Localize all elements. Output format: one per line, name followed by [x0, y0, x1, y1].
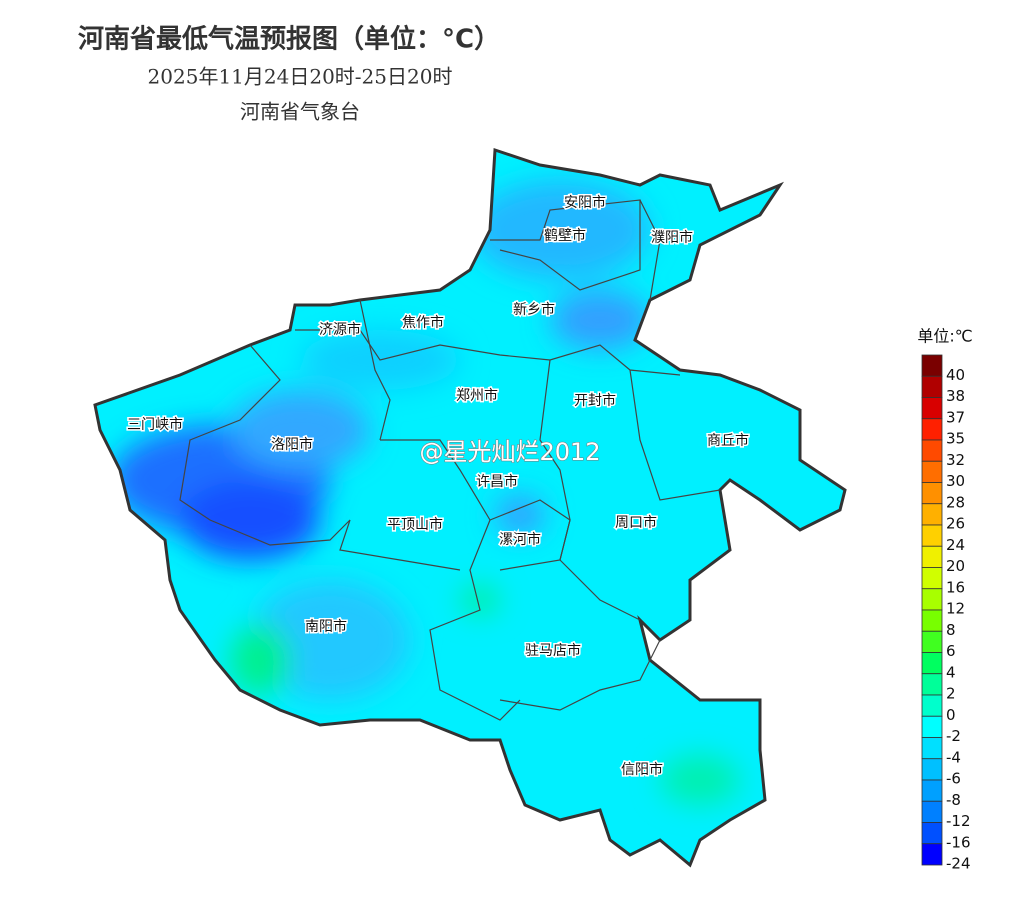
legend-swatch: [921, 737, 943, 760]
city-label: 新乡市: [513, 301, 555, 318]
legend-label: 12: [946, 600, 965, 618]
city-label: 驻马店市: [525, 642, 581, 659]
legend-swatch: [921, 758, 943, 781]
legend-label: -24: [946, 855, 971, 873]
legend-label: -8: [946, 791, 961, 809]
city-label: 平顶山市: [387, 516, 443, 533]
map-title: 河南省最低气温预报图（单位：°C）: [78, 24, 500, 55]
city-borders: [179, 199, 721, 721]
legend-swatch: [921, 545, 943, 568]
legend-swatch: [921, 524, 943, 547]
legend-label: 38: [946, 387, 965, 405]
city-label: 三门峡市: [127, 416, 183, 433]
legend-swatch: [921, 567, 943, 590]
legend-swatch: [921, 609, 943, 632]
legend-swatch: [921, 694, 943, 717]
legend-label: 30: [946, 472, 965, 490]
legend-swatch: [921, 673, 943, 696]
legend-label: 4: [946, 663, 956, 681]
city-label: 洛阳市: [271, 436, 313, 453]
map-issuer: 河南省气象台: [240, 100, 360, 124]
legend-swatch: [921, 652, 943, 675]
legend-label: -16: [946, 833, 971, 851]
legend-label: 2: [946, 685, 956, 703]
city-label: 南阳市: [305, 618, 347, 635]
legend-label: 28: [946, 493, 965, 511]
city-label: 濮阳市: [651, 229, 693, 246]
city-label: 周口市: [615, 514, 657, 531]
city-label: 许昌市: [476, 473, 518, 490]
legend-swatch: [921, 460, 943, 483]
legend-swatch: [921, 715, 943, 738]
legend-label: -6: [946, 770, 961, 788]
legend-label: 8: [946, 621, 956, 639]
legend-label: -2: [946, 727, 961, 745]
city-label: 信阳市: [621, 761, 663, 778]
city-label: 漯河市: [499, 531, 541, 548]
city-label: 安阳市: [564, 194, 606, 211]
legend-swatch: [921, 843, 943, 866]
legend-swatch: [921, 375, 943, 398]
legend-swatch: [921, 588, 943, 611]
legend-swatch: [921, 630, 943, 653]
legend-label: 0: [946, 706, 956, 724]
city-label: 鹤壁市: [544, 227, 586, 244]
legend-label: 24: [946, 536, 965, 554]
legend-label: 6: [946, 642, 956, 660]
legend-label: -12: [946, 812, 971, 830]
legend-swatch: [921, 503, 943, 526]
temperature-field: [95, 150, 845, 865]
legend-swatch: [921, 439, 943, 462]
legend: 40383735323028262420161286420-2-4-6-8-12…: [921, 354, 971, 873]
legend-label: 32: [946, 451, 965, 469]
legend-label: 37: [946, 408, 965, 426]
legend-label: 26: [946, 515, 965, 533]
map-subtitle: 2025年11月24日20时-25日20时: [148, 65, 453, 89]
legend-label: -4: [946, 748, 961, 766]
city-label: 商丘市: [707, 432, 749, 449]
legend-swatch: [921, 779, 943, 802]
city-label: 郑州市: [456, 387, 498, 404]
field-patches: [110, 180, 740, 805]
legend-swatch: [921, 354, 943, 377]
legend-label: 16: [946, 578, 965, 596]
legend-swatch: [921, 800, 943, 823]
city-label: 开封市: [574, 392, 616, 409]
legend-swatch: [921, 482, 943, 505]
legend-label: 20: [946, 557, 965, 575]
watermark: @星光灿烂2012: [419, 438, 600, 466]
legend-title: 单位:℃: [917, 327, 972, 346]
legend-label: 35: [946, 430, 965, 448]
legend-label: 40: [946, 366, 965, 384]
city-label: 焦作市: [402, 314, 444, 331]
legend-swatch: [921, 822, 943, 845]
legend-swatch: [921, 397, 943, 420]
legend-swatch: [921, 418, 943, 441]
city-label: 济源市: [319, 321, 361, 338]
